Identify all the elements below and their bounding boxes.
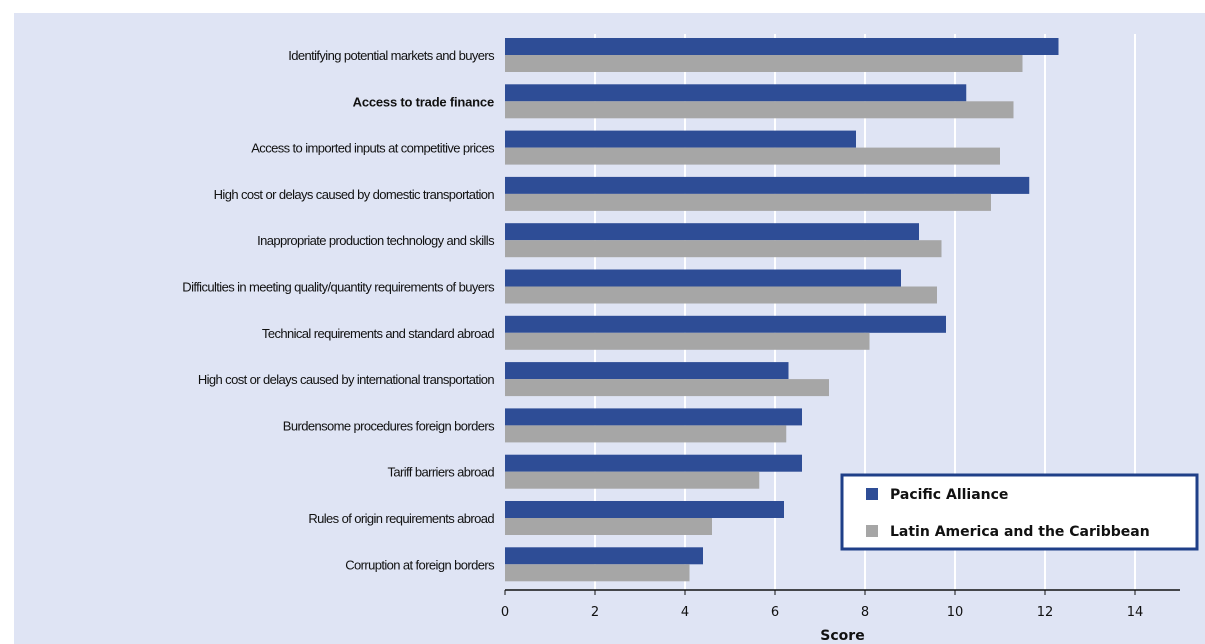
bar-pacific-alliance-7 xyxy=(505,362,789,380)
category-label: Rules of origin requirements abroad xyxy=(308,511,494,526)
bar-latin-america-5 xyxy=(505,286,937,304)
category-label: Identifying potential markets and buyers xyxy=(288,48,495,63)
category-labels: Identifying potential markets and buyers… xyxy=(182,48,495,572)
bar-pacific-alliance-1 xyxy=(505,84,967,102)
bar-latin-america-7 xyxy=(505,379,829,397)
bars xyxy=(505,38,1059,582)
bar-pacific-alliance-10 xyxy=(505,501,784,518)
x-tick-label: 2 xyxy=(591,605,599,620)
legend-label-latin-america: Latin America and the Caribbean xyxy=(890,524,1150,540)
category-label: High cost or delays caused by domestic t… xyxy=(214,187,495,202)
bar-latin-america-3 xyxy=(505,193,991,211)
bar-pacific-alliance-4 xyxy=(505,223,919,241)
category-label: Difficulties in meeting quality/quantity… xyxy=(182,280,495,295)
bar-latin-america-2 xyxy=(505,147,1000,165)
bar-pacific-alliance-3 xyxy=(505,176,1030,194)
x-tick-label: 6 xyxy=(771,605,779,620)
bar-latin-america-10 xyxy=(505,518,712,535)
category-label: Technical requirements and standard abro… xyxy=(262,326,494,341)
category-label: Access to imported inputs at competitive… xyxy=(251,141,495,156)
x-tick-label: 8 xyxy=(861,605,869,620)
bar-pacific-alliance-2 xyxy=(505,130,856,148)
bar-latin-america-8 xyxy=(505,425,787,443)
legend-box xyxy=(840,473,1199,551)
bar-pacific-alliance-0 xyxy=(505,38,1059,55)
x-tick-label: 10 xyxy=(947,605,964,620)
category-label: High cost or delays caused by internatio… xyxy=(198,372,495,387)
x-axis-ticks: 0 2 4 6 8 10 12 14 xyxy=(501,590,1143,620)
category-label: Burdensome procedures foreign borders xyxy=(283,418,495,433)
bar-pacific-alliance-11 xyxy=(505,547,703,565)
category-label: Access to trade finance xyxy=(353,94,494,109)
bar-latin-america-1 xyxy=(505,101,1014,119)
legend-label-pacific-alliance: Pacific Alliance xyxy=(890,487,1008,503)
bar-pacific-alliance-8 xyxy=(505,408,802,426)
bar-pacific-alliance-6 xyxy=(505,315,946,333)
bar-latin-america-9 xyxy=(505,471,760,489)
bar-pacific-alliance-5 xyxy=(505,269,901,287)
bar-pacific-alliance-9 xyxy=(505,454,802,472)
bar-latin-america-0 xyxy=(505,55,1023,72)
bar-latin-america-4 xyxy=(505,240,942,258)
category-label: Tariff barriers abroad xyxy=(387,465,494,480)
category-label: Corruption at foreign borders xyxy=(345,557,495,572)
legend: Pacific Alliance Latin America and the C… xyxy=(840,473,1199,551)
bar-latin-america-6 xyxy=(505,332,870,350)
bar-latin-america-11 xyxy=(505,564,690,582)
x-tick-label: 0 xyxy=(501,605,509,620)
x-tick-label: 4 xyxy=(681,605,689,620)
x-tick-label: 12 xyxy=(1037,605,1054,620)
legend-swatch-pacific-alliance xyxy=(866,488,878,500)
x-tick-label: 14 xyxy=(1127,605,1144,620)
x-axis-title: Score xyxy=(820,628,864,644)
category-label: Inappropriate production technology and … xyxy=(257,233,495,248)
legend-swatch-latin-america xyxy=(866,525,878,537)
